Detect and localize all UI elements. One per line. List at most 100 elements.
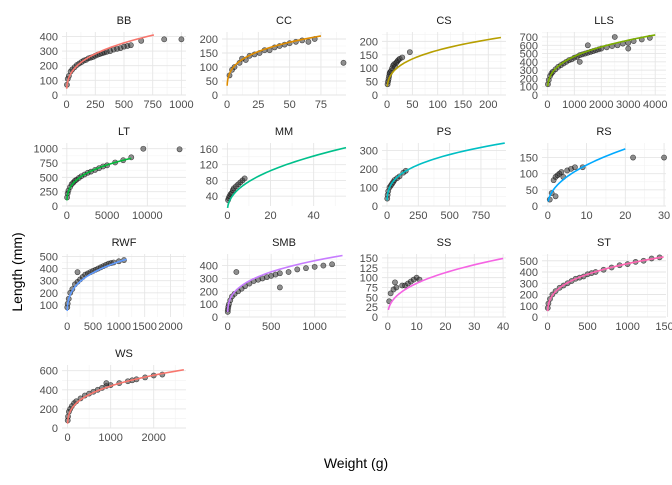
fit-curve [66, 368, 184, 424]
fit-curve [226, 35, 322, 86]
major-gridlines [62, 254, 186, 317]
y-tick-label: 0 [532, 201, 538, 213]
data-point [625, 45, 632, 52]
facet-panel-lt: LT 0 5000 10000 0 250 500 750 1000 [34, 126, 186, 222]
y-tick-label: 500 [520, 49, 538, 61]
minor-gridlines [222, 143, 346, 206]
x-tick-label: 30 [468, 321, 480, 333]
data-point [276, 284, 283, 291]
facet-strip-label: BB [117, 15, 132, 27]
y-tick-label: 400 [520, 267, 538, 279]
facet-strip-label: WS [115, 348, 133, 360]
x-tick-label: 20 [619, 210, 631, 222]
y-tick-label: 100 [520, 82, 538, 94]
x-tick-label: 0 [385, 321, 391, 333]
y-tick-label: 0 [52, 201, 58, 213]
data-point [387, 290, 394, 297]
major-gridlines [382, 32, 506, 96]
x-tick-label: 0 [64, 99, 70, 111]
facet-panel-mm: MM 0 20 40 40 80 120 160 [200, 126, 347, 222]
data-point [630, 154, 636, 161]
x-tick-label: 10 [410, 321, 422, 333]
x-tick-label: 250 [86, 99, 104, 111]
data-point [320, 262, 327, 269]
y-tick-label: 250 [40, 187, 58, 199]
y-tick-label: 700 [520, 32, 538, 44]
x-tick-label: 0 [544, 99, 550, 111]
y-axis-title: Length (mm) [9, 232, 25, 312]
y-tick-label: 150 [520, 153, 538, 165]
x-tick-label: 2000 [141, 432, 165, 444]
y-tick-label: 200 [520, 290, 538, 302]
y-tick-label: 1000 [34, 144, 58, 156]
fit-curve [66, 258, 127, 311]
facet-strip-label: SS [437, 237, 452, 249]
y-tick-label: 300 [520, 278, 538, 290]
x-tick-label: 1000 [615, 321, 639, 333]
x-tick-label: 500 [578, 321, 596, 333]
y-tick-label: 150 [360, 253, 378, 265]
x-tick-label: 1000 [562, 99, 586, 111]
x-tick-label: 1000 [169, 99, 193, 111]
x-tick-label: 750 [144, 99, 162, 111]
y-tick-label: 300 [40, 46, 58, 58]
facet-panel-ps: PS 0 250 500 750 0 100 200 300 [360, 126, 506, 222]
x-tick-label: 20 [439, 321, 451, 333]
y-tick-label: 0 [212, 312, 218, 324]
data-points [64, 257, 127, 311]
y-tick-label: 500 [40, 172, 58, 184]
x-tick-label: 500 [84, 321, 102, 333]
data-point [611, 34, 618, 40]
x-tick-label: 10000 [132, 210, 163, 222]
y-tick-label: 80 [206, 175, 218, 187]
y-tick-label: 100 [360, 273, 378, 285]
data-point [233, 269, 240, 275]
facet-strip-label: RWF [112, 237, 137, 249]
x-tick-label: 0 [224, 99, 230, 111]
y-tick-label: 400 [40, 264, 58, 276]
x-tick-label: 200 [479, 99, 497, 111]
fit-curve [386, 142, 505, 201]
y-tick-label: 400 [520, 57, 538, 69]
y-tick-label: 50 [206, 76, 218, 88]
y-tick-label: 0 [532, 90, 538, 102]
y-tick-label: 100 [200, 299, 218, 311]
minor-gridlines [62, 254, 186, 317]
x-tick-label: 100 [428, 99, 446, 111]
minor-gridlines [542, 143, 666, 206]
y-tick-label: 600 [520, 40, 538, 52]
x-tick-label: 30 [658, 210, 670, 222]
y-tick-label: 200 [360, 36, 378, 48]
fit-curve [546, 34, 656, 87]
facet-panel-cc: CC 0 25 50 75 0 50 100 150 200 [200, 15, 347, 111]
y-tick-label: 500 [520, 256, 538, 268]
data-point [311, 263, 318, 270]
facet-strip-label: PS [437, 126, 452, 138]
y-tick-label: 0 [372, 201, 378, 213]
facet-strip-label: MM [275, 126, 293, 138]
x-tick-label: 2000 [589, 99, 613, 111]
fit-curve [65, 34, 155, 89]
y-tick-label: 200 [40, 61, 58, 73]
x-tick-label: 0 [64, 210, 70, 222]
fit-curve [546, 256, 664, 312]
y-tick-label: 200 [200, 34, 218, 46]
y-tick-label: 150 [200, 48, 218, 60]
y-tick-label: 400 [200, 261, 218, 273]
data-point [140, 145, 147, 152]
y-tick-label: 100 [360, 182, 378, 194]
x-tick-label: 0 [384, 99, 390, 111]
major-gridlines [542, 32, 666, 96]
x-tick-label: 4000 [643, 99, 667, 111]
data-point [305, 38, 312, 45]
data-points [225, 175, 248, 203]
data-points [384, 167, 409, 202]
data-point [74, 269, 81, 276]
data-point [399, 54, 406, 61]
data-point [552, 193, 559, 200]
y-tick-label: 300 [520, 65, 538, 77]
y-tick-label: 0 [212, 90, 218, 102]
y-tick-label: 200 [40, 404, 58, 416]
